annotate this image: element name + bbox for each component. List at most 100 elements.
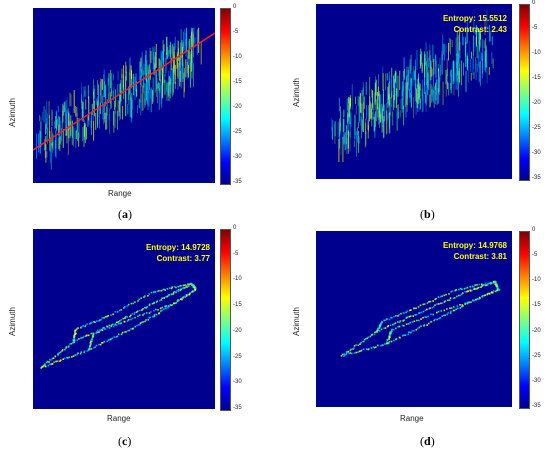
- scatter-point: [131, 312, 134, 315]
- scatter-point: [129, 315, 131, 318]
- scatter-point: [61, 349, 64, 351]
- scatter-point: [435, 297, 437, 300]
- scatter-point: [409, 321, 412, 324]
- scatter-point: [194, 288, 197, 291]
- scatter-point: [343, 355, 345, 357]
- scatter-point: [145, 319, 147, 321]
- scatter-point: [458, 288, 460, 291]
- colorbar-tick: -10: [532, 277, 541, 284]
- scatter-point: [185, 295, 188, 297]
- scatter-point: [347, 350, 350, 353]
- scatter-point: [363, 338, 366, 341]
- scatter-point: [62, 358, 65, 360]
- scatter-point: [176, 289, 178, 292]
- scatter-point: [45, 361, 48, 364]
- scatter-point: [450, 307, 453, 309]
- scatter-point: [418, 312, 420, 314]
- scatter-point: [86, 350, 89, 352]
- scatter-point: [96, 331, 99, 334]
- scatter-point: [410, 309, 412, 311]
- scatter-point: [139, 322, 142, 324]
- scatter-point: [137, 324, 140, 326]
- scatter-point: [452, 309, 455, 312]
- scatter-point: [461, 292, 464, 294]
- scatter-point: [90, 332, 93, 335]
- colorbar-tick: -35: [233, 405, 242, 411]
- scatter-point: [180, 284, 182, 287]
- scatter-point: [67, 357, 69, 359]
- y-axis-label-c: Azimuth: [7, 307, 17, 336]
- scatter-point: [435, 311, 438, 314]
- scatter-point: [411, 329, 414, 332]
- scatter-point: [192, 286, 195, 288]
- scatter-point: [343, 353, 345, 355]
- scatter-point: [357, 351, 359, 354]
- scatter-point: [165, 296, 167, 298]
- scatter-point: [367, 348, 370, 351]
- scatter-point: [486, 284, 489, 286]
- scatter-point: [179, 285, 181, 287]
- colorbar-tick: -35: [532, 403, 541, 409]
- scatter-point: [410, 331, 412, 334]
- scatter-point: [166, 306, 169, 309]
- scatter-point: [84, 325, 86, 328]
- scatter-point: [184, 287, 186, 289]
- scatter-point: [384, 327, 387, 329]
- scatter-point: [474, 288, 476, 290]
- scatter-point: [494, 281, 497, 284]
- scatter-point: [91, 338, 93, 340]
- scatter-point: [401, 334, 404, 337]
- scatter-point: [487, 292, 490, 295]
- scatter-point: [415, 328, 418, 331]
- scatter-point: [411, 321, 414, 323]
- scatter-point: [103, 317, 105, 319]
- scatter-point: [116, 335, 119, 338]
- scatter-point: [91, 321, 93, 324]
- scatter-point: [74, 331, 76, 333]
- scatter-point: [82, 336, 84, 339]
- scatter-point: [475, 288, 478, 290]
- scatter-point: [56, 360, 59, 363]
- scatter-point: [175, 302, 178, 304]
- scatter-point: [436, 303, 438, 305]
- scatter-point: [414, 314, 417, 316]
- scatter-point: [53, 361, 55, 363]
- scatter-point: [395, 315, 397, 317]
- scatter-point: [126, 316, 128, 318]
- scatter-point: [387, 325, 390, 327]
- scatter-point: [182, 296, 185, 298]
- scatter-point: [408, 315, 411, 318]
- scatter-point: [351, 352, 353, 355]
- sar-image-d: [340, 280, 501, 357]
- scatter-point: [184, 295, 186, 298]
- scatter-point: [98, 343, 100, 346]
- scatter-point: [99, 343, 102, 346]
- scatter-point: [474, 298, 477, 301]
- scatter-point: [395, 338, 397, 341]
- scatter-point: [50, 359, 52, 361]
- scatter-point: [193, 287, 196, 289]
- scatter-point: [148, 293, 150, 295]
- scatter-point: [114, 322, 117, 325]
- scatter-point: [390, 340, 393, 343]
- scatter-point: [466, 302, 469, 305]
- scatter-point: [156, 300, 159, 303]
- scatter-point: [94, 346, 97, 348]
- scatter-point: [459, 307, 462, 309]
- scatter-point: [106, 315, 108, 318]
- scatter-point: [403, 334, 405, 337]
- scatter-point: [389, 332, 391, 335]
- scatter-point: [178, 299, 180, 302]
- scatter-point: [484, 282, 487, 285]
- scatter-point: [350, 348, 352, 351]
- scatter-point: [369, 335, 372, 338]
- scatter-point: [115, 324, 118, 327]
- scatter-point: [176, 300, 179, 303]
- scatter-point: [68, 356, 71, 359]
- scatter-point: [59, 351, 62, 353]
- scatter-point: [407, 323, 410, 325]
- scatter-point: [453, 309, 456, 312]
- scatter-point: [130, 328, 132, 330]
- scatter-point: [425, 316, 428, 318]
- scatter-point: [126, 329, 129, 332]
